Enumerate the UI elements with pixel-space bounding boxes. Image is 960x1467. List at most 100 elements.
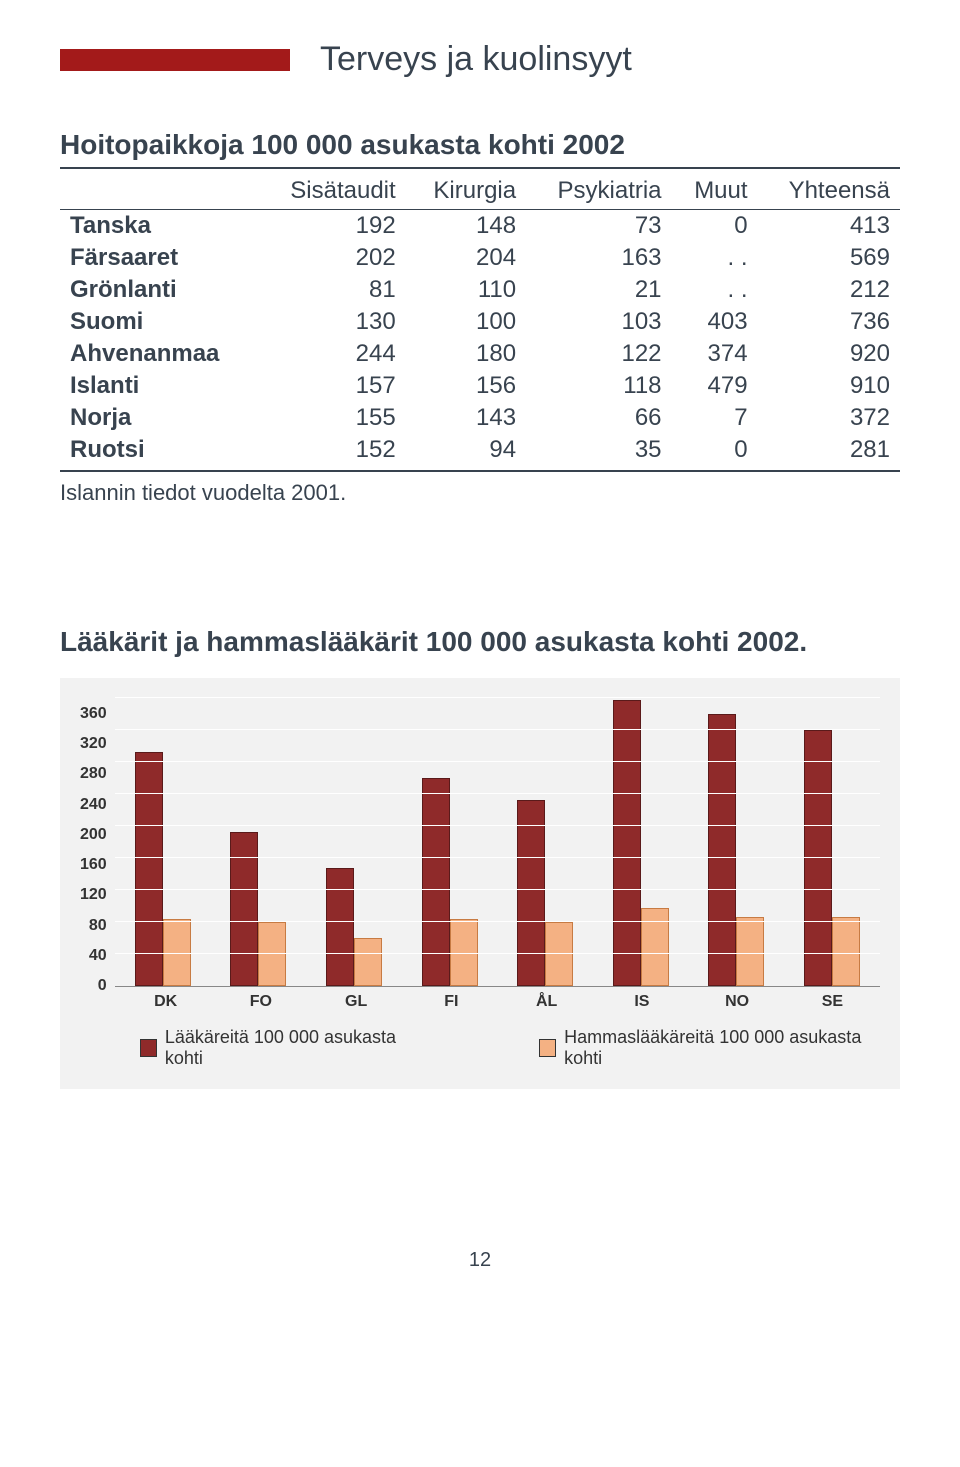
y-axis: 36032028024020016012080400 bbox=[80, 698, 115, 986]
table-cell: Tanska bbox=[60, 210, 259, 243]
table-cell: 244 bbox=[259, 338, 406, 370]
x-tick: SE bbox=[797, 993, 867, 1011]
x-tick: GL bbox=[321, 993, 391, 1011]
bar-group bbox=[415, 778, 485, 986]
bar bbox=[258, 922, 286, 986]
x-tick: FI bbox=[416, 993, 486, 1011]
table-row: Ruotsi15294350281 bbox=[60, 434, 900, 471]
bar bbox=[641, 908, 669, 986]
bar bbox=[804, 730, 832, 986]
legend-item-2: Hammaslääkäreitä 100 000 asukasta kohti bbox=[539, 1027, 880, 1069]
table-cell: 736 bbox=[758, 306, 900, 338]
table-cell: 413 bbox=[758, 210, 900, 243]
table-cell: 73 bbox=[526, 210, 671, 243]
legend-swatch-2 bbox=[539, 1039, 556, 1057]
table-cell: 110 bbox=[406, 274, 526, 306]
bar bbox=[545, 922, 573, 986]
y-tick: 80 bbox=[89, 918, 107, 934]
table-cell: 21 bbox=[526, 274, 671, 306]
table-title: Hoitopaikkoja 100 000 asukasta kohti 200… bbox=[60, 129, 900, 169]
table-cell: Norja bbox=[60, 402, 259, 434]
bar-group bbox=[510, 800, 580, 986]
table-cell: . . bbox=[672, 242, 758, 274]
section-title: Terveys ja kuolinsyyt bbox=[320, 40, 632, 79]
gridline bbox=[115, 889, 880, 890]
gridline bbox=[115, 953, 880, 954]
y-tick: 320 bbox=[80, 736, 107, 752]
table-cell: 479 bbox=[672, 370, 758, 402]
table-cell: 204 bbox=[406, 242, 526, 274]
table-cell: 212 bbox=[758, 274, 900, 306]
table-row: Norja155143667372 bbox=[60, 402, 900, 434]
table-cell: 157 bbox=[259, 370, 406, 402]
table-row: Färsaaret202204163. .569 bbox=[60, 242, 900, 274]
y-tick: 200 bbox=[80, 827, 107, 843]
data-table: Sisätaudit Kirurgia Psykiatria Muut Yhte… bbox=[60, 169, 900, 472]
table-cell: 81 bbox=[259, 274, 406, 306]
table-row: Tanska192148730413 bbox=[60, 210, 900, 243]
bar bbox=[832, 917, 860, 986]
y-tick: 0 bbox=[98, 978, 107, 994]
table-cell: 122 bbox=[526, 338, 671, 370]
table-cell: Ahvenanmaa bbox=[60, 338, 259, 370]
bar bbox=[230, 832, 258, 986]
legend-label-1: Lääkäreitä 100 000 asukasta kohti bbox=[165, 1027, 419, 1069]
y-tick: 360 bbox=[80, 706, 107, 722]
table-cell: 130 bbox=[259, 306, 406, 338]
gridline bbox=[115, 793, 880, 794]
table-cell: 0 bbox=[672, 434, 758, 471]
table-cell: 163 bbox=[526, 242, 671, 274]
gridline bbox=[115, 825, 880, 826]
header: Terveys ja kuolinsyyt bbox=[60, 40, 900, 79]
table-cell: Ruotsi bbox=[60, 434, 259, 471]
chart-container: 36032028024020016012080400 DKFOGLFIÅLISN… bbox=[60, 678, 900, 1089]
table-cell: Islanti bbox=[60, 370, 259, 402]
bar-group bbox=[128, 752, 198, 986]
table-cell: 35 bbox=[526, 434, 671, 471]
bar bbox=[613, 700, 641, 986]
accent-bar bbox=[60, 49, 290, 71]
x-tick: DK bbox=[131, 993, 201, 1011]
col-2: Kirurgia bbox=[406, 169, 526, 210]
table-cell: 156 bbox=[406, 370, 526, 402]
y-tick: 40 bbox=[89, 948, 107, 964]
legend-swatch-1 bbox=[140, 1039, 157, 1057]
gridline bbox=[115, 729, 880, 730]
table-cell: 281 bbox=[758, 434, 900, 471]
table-cell: 118 bbox=[526, 370, 671, 402]
bar-group bbox=[223, 832, 293, 986]
col-4: Muut bbox=[672, 169, 758, 210]
table-cell: . . bbox=[672, 274, 758, 306]
table-cell: 374 bbox=[672, 338, 758, 370]
table-cell: 66 bbox=[526, 402, 671, 434]
table-cell: 148 bbox=[406, 210, 526, 243]
col-5: Yhteensä bbox=[758, 169, 900, 210]
gridline bbox=[115, 857, 880, 858]
x-tick: FO bbox=[226, 993, 296, 1011]
bar bbox=[326, 868, 354, 986]
table-cell: 143 bbox=[406, 402, 526, 434]
bar bbox=[354, 938, 382, 986]
table-cell: 103 bbox=[526, 306, 671, 338]
table-row: Ahvenanmaa244180122374920 bbox=[60, 338, 900, 370]
bar bbox=[135, 752, 163, 986]
table-cell: 202 bbox=[259, 242, 406, 274]
bar bbox=[517, 800, 545, 986]
bar-group bbox=[319, 868, 389, 986]
table-note: Islannin tiedot vuodelta 2001. bbox=[60, 480, 900, 506]
chart-title: Lääkärit ja hammaslääkärit 100 000 asuka… bbox=[60, 626, 900, 658]
table-cell: 403 bbox=[672, 306, 758, 338]
chart-plot bbox=[115, 698, 880, 987]
bar bbox=[422, 778, 450, 986]
bar bbox=[736, 917, 764, 986]
table-cell: 192 bbox=[259, 210, 406, 243]
table-cell: 569 bbox=[758, 242, 900, 274]
table-cell: 155 bbox=[259, 402, 406, 434]
gridline bbox=[115, 761, 880, 762]
y-tick: 280 bbox=[80, 766, 107, 782]
table-row: Grönlanti8111021. .212 bbox=[60, 274, 900, 306]
page-number: 12 bbox=[60, 1249, 900, 1272]
legend-label-2: Hammaslääkäreitä 100 000 asukasta kohti bbox=[564, 1027, 880, 1069]
table-cell: 372 bbox=[758, 402, 900, 434]
col-3: Psykiatria bbox=[526, 169, 671, 210]
